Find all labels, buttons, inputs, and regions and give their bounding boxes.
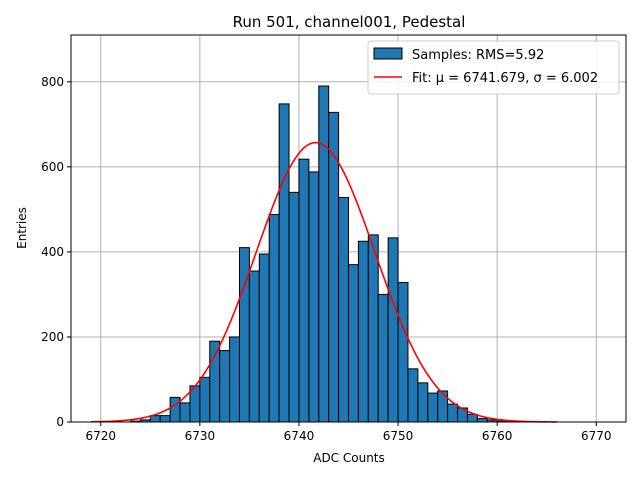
histogram-bar (427, 392, 439, 423)
x-tick-label: 6730 (185, 429, 216, 443)
histogram-bar (308, 171, 320, 423)
histogram-bar (476, 418, 488, 423)
y-tick-label: 400 (41, 245, 64, 259)
histogram-bar (338, 196, 350, 423)
histogram-bar (387, 237, 399, 423)
histogram-bar (466, 413, 478, 423)
histogram-bar (397, 282, 409, 423)
y-axis-label: Entries (15, 207, 29, 249)
plot-frame (70, 34, 627, 423)
x-axis-ticks: 6720 6730 6740 6750 6760 6770 (85, 422, 612, 443)
x-tick-label: 6750 (383, 429, 414, 443)
x-axis-label: ADC Counts (313, 451, 385, 465)
y-tick-label: 800 (41, 75, 64, 89)
chart-title: Run 501, channel001, Pedestal (233, 13, 466, 31)
histogram-bar (179, 402, 191, 423)
legend-box (367, 40, 620, 95)
x-tick-label: 6770 (581, 429, 612, 443)
histogram-bar (278, 103, 290, 423)
histogram-bar (417, 382, 429, 423)
histogram-bar (298, 158, 310, 423)
histogram-bar (407, 368, 419, 423)
histogram-bar (219, 350, 231, 423)
histogram-bar (357, 240, 369, 423)
histogram-bar (159, 415, 171, 423)
y-axis-ticks: 0 200 400 600 800 (41, 75, 71, 429)
legend: Samples: RMS=5.92 Fit: μ = 6741.679, σ =… (367, 40, 620, 95)
legend-swatch-samples (373, 47, 403, 60)
histogram-bar (248, 270, 260, 423)
x-tick-label: 6720 (85, 429, 116, 443)
histogram-bar (437, 390, 449, 423)
y-tick-label: 200 (41, 330, 64, 344)
histogram-bar (318, 85, 330, 423)
histogram-bar (229, 336, 240, 423)
histogram-bar (149, 415, 161, 423)
histogram-bar (258, 253, 270, 423)
legend-label-fit: Fit: μ = 6741.679, σ = 6.002 (412, 71, 598, 86)
histogram-bar (348, 264, 359, 423)
histogram-bar (268, 213, 280, 423)
histogram-bar (367, 234, 379, 423)
histogram-bar (169, 396, 181, 423)
histogram-bar (447, 403, 459, 423)
fit-curve (90, 141, 557, 423)
y-tick-label: 0 (56, 415, 64, 429)
histogram-bar (199, 376, 211, 423)
histogram-bar (209, 340, 221, 423)
x-tick-label: 6740 (284, 429, 315, 443)
histogram-bar (377, 293, 389, 423)
x-tick-label: 6760 (482, 429, 513, 443)
histogram-bar (288, 191, 300, 423)
legend-label-samples: Samples: RMS=5.92 (412, 48, 544, 63)
y-tick-label: 600 (41, 160, 64, 174)
